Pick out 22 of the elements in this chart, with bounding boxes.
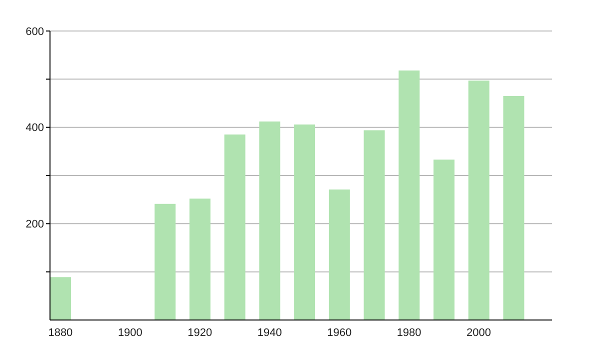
x-tick-label: 1980 bbox=[396, 326, 422, 339]
y-tick-label: 200 bbox=[26, 218, 44, 231]
x-tick-label: 1960 bbox=[327, 326, 352, 339]
bar bbox=[50, 277, 72, 320]
bar bbox=[294, 124, 316, 320]
x-tick-label: 1920 bbox=[188, 326, 212, 339]
bar bbox=[364, 130, 385, 320]
bar bbox=[398, 70, 420, 320]
x-tick-label: 2000 bbox=[466, 326, 492, 339]
x-tick-label: 1900 bbox=[118, 326, 142, 339]
bar bbox=[434, 160, 454, 320]
bar bbox=[259, 122, 280, 320]
y-tick-label: 400 bbox=[26, 122, 44, 134]
bar bbox=[154, 204, 176, 320]
bar bbox=[224, 134, 246, 320]
x-tick-label: 1940 bbox=[257, 326, 282, 339]
bar bbox=[328, 189, 350, 320]
y-tick-label: 600 bbox=[26, 26, 44, 38]
bar bbox=[503, 96, 524, 320]
bar bbox=[189, 198, 210, 320]
x-tick-label: 1880 bbox=[48, 326, 73, 339]
bar bbox=[468, 80, 490, 320]
